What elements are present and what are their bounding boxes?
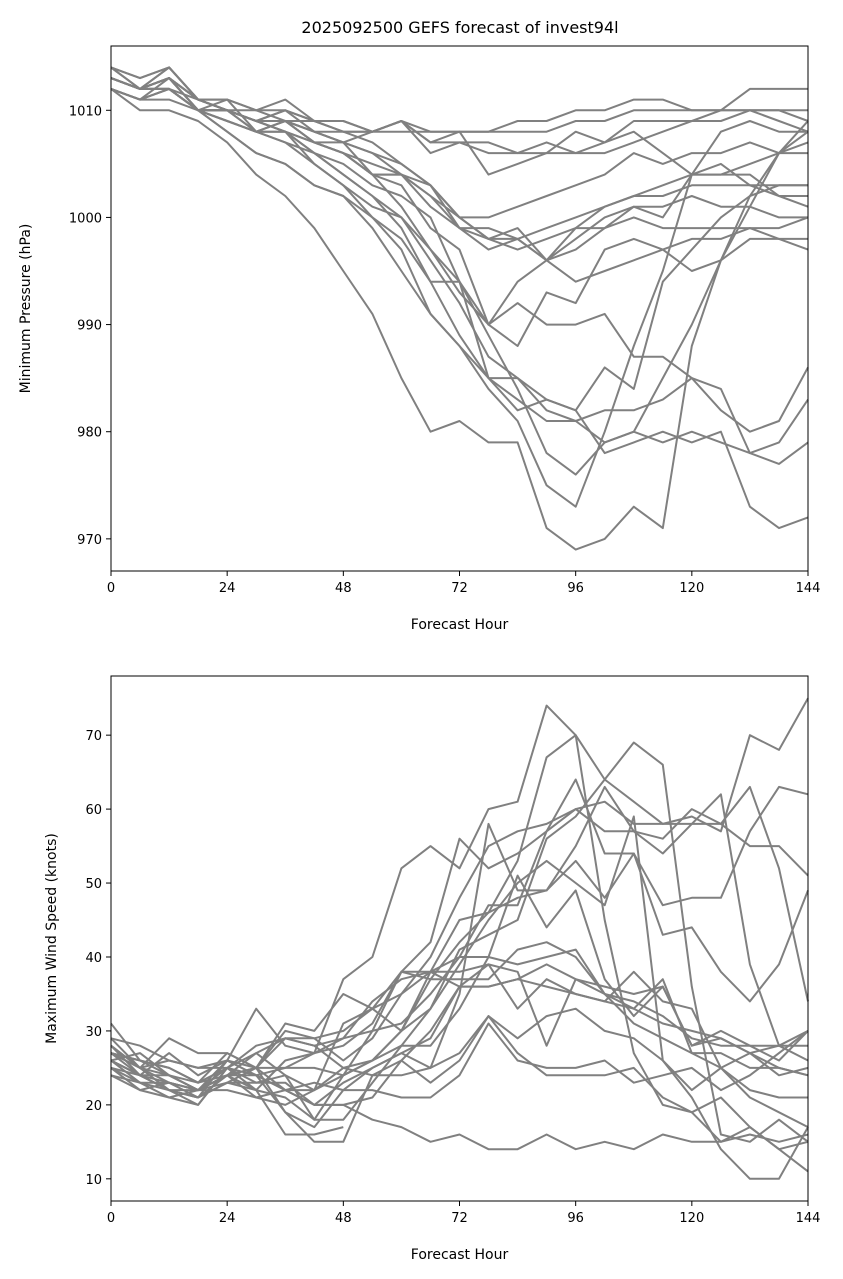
wind-member-line-4 [110, 704, 809, 1173]
wind-y-tick-label: 20 [85, 1099, 102, 1114]
wind-plot-frame [110, 675, 809, 1202]
pressure-ticks: 0 24 48 72 96 120 144 970 980 990 1000 1010 [69, 104, 821, 596]
wind-x-axis-label: Forecast Hour [411, 1247, 509, 1263]
pressure-x-tick-label: 120 [679, 581, 704, 596]
wind-x-tick-label: 72 [451, 1211, 468, 1226]
pressure-panel: 0 24 48 72 96 120 144 970 980 990 1000 1010 Forecas… [18, 45, 821, 633]
wind-ticks: 0 24 48 72 96 120 144 10 20 30 40 50 60 70 [85, 729, 820, 1226]
pressure-member-line-4 [110, 87, 808, 219]
pressure-member-line-6 [110, 66, 809, 262]
pressure-member-line-17 [110, 77, 809, 476]
pressure-member-line-21 [110, 77, 809, 262]
wind-member-line-20 [110, 1022, 809, 1129]
pressure-member-line-13 [110, 87, 809, 455]
wind-x-tick-label: 96 [567, 1211, 584, 1226]
pressure-y-tick-label: 970 [77, 533, 102, 548]
pressure-y-tick-label: 1010 [69, 104, 102, 119]
pressure-y-tick-label: 1000 [69, 211, 102, 226]
wind-x-tick-label: 24 [219, 1211, 236, 1226]
pressure-x-tick-label: 96 [567, 581, 584, 596]
pressure-series-layer [110, 66, 809, 551]
wind-x-tick-label: 144 [796, 1211, 821, 1226]
wind-x-tick-label: 0 [107, 1211, 115, 1226]
pressure-plot-frame [110, 45, 809, 572]
wind-panel: 0 24 48 72 96 120 144 10 20 30 40 50 60 70 Forecast H… [44, 675, 820, 1263]
pressure-member-line-16 [110, 88, 809, 551]
wind-y-tick-label: 10 [85, 1173, 102, 1188]
figure-title: 2025092500 GEFS forecast of invest94l [301, 18, 618, 37]
wind-series-layer [110, 697, 809, 1180]
wind-x-tick-label: 120 [679, 1211, 704, 1226]
pressure-member-line-10 [110, 77, 808, 347]
wind-y-tick-label: 50 [85, 877, 102, 892]
pressure-x-axis-label: Forecast Hour [411, 617, 509, 633]
wind-y-tick-label: 70 [85, 729, 102, 744]
pressure-y-tick-label: 980 [77, 426, 102, 441]
wind-y-tick-label: 40 [85, 951, 102, 966]
pressure-x-tick-label: 48 [335, 581, 352, 596]
pressure-member-line-9 [110, 77, 809, 326]
pressure-y-axis-label: Minimum Pressure (hPa) [18, 224, 34, 394]
pressure-x-tick-label: 0 [107, 581, 115, 596]
pressure-member-line-20 [110, 87, 808, 251]
pressure-x-tick-label: 24 [219, 581, 236, 596]
wind-member-line-21 [110, 963, 809, 1106]
wind-y-tick-label: 30 [85, 1025, 102, 1040]
pressure-y-tick-label: 990 [77, 319, 102, 334]
wind-member-line-5 [110, 785, 809, 1069]
pressure-x-tick-label: 144 [796, 581, 821, 596]
wind-x-tick-label: 48 [335, 1211, 352, 1226]
wind-y-tick-label: 60 [85, 803, 102, 818]
wind-member-line-19 [110, 785, 808, 1143]
wind-member-line-17 [110, 963, 809, 1128]
wind-y-axis-label: Maximum Wind Speed (knots) [44, 833, 60, 1044]
pressure-x-tick-label: 72 [451, 581, 468, 596]
wind-member-line-16 [110, 734, 809, 1143]
